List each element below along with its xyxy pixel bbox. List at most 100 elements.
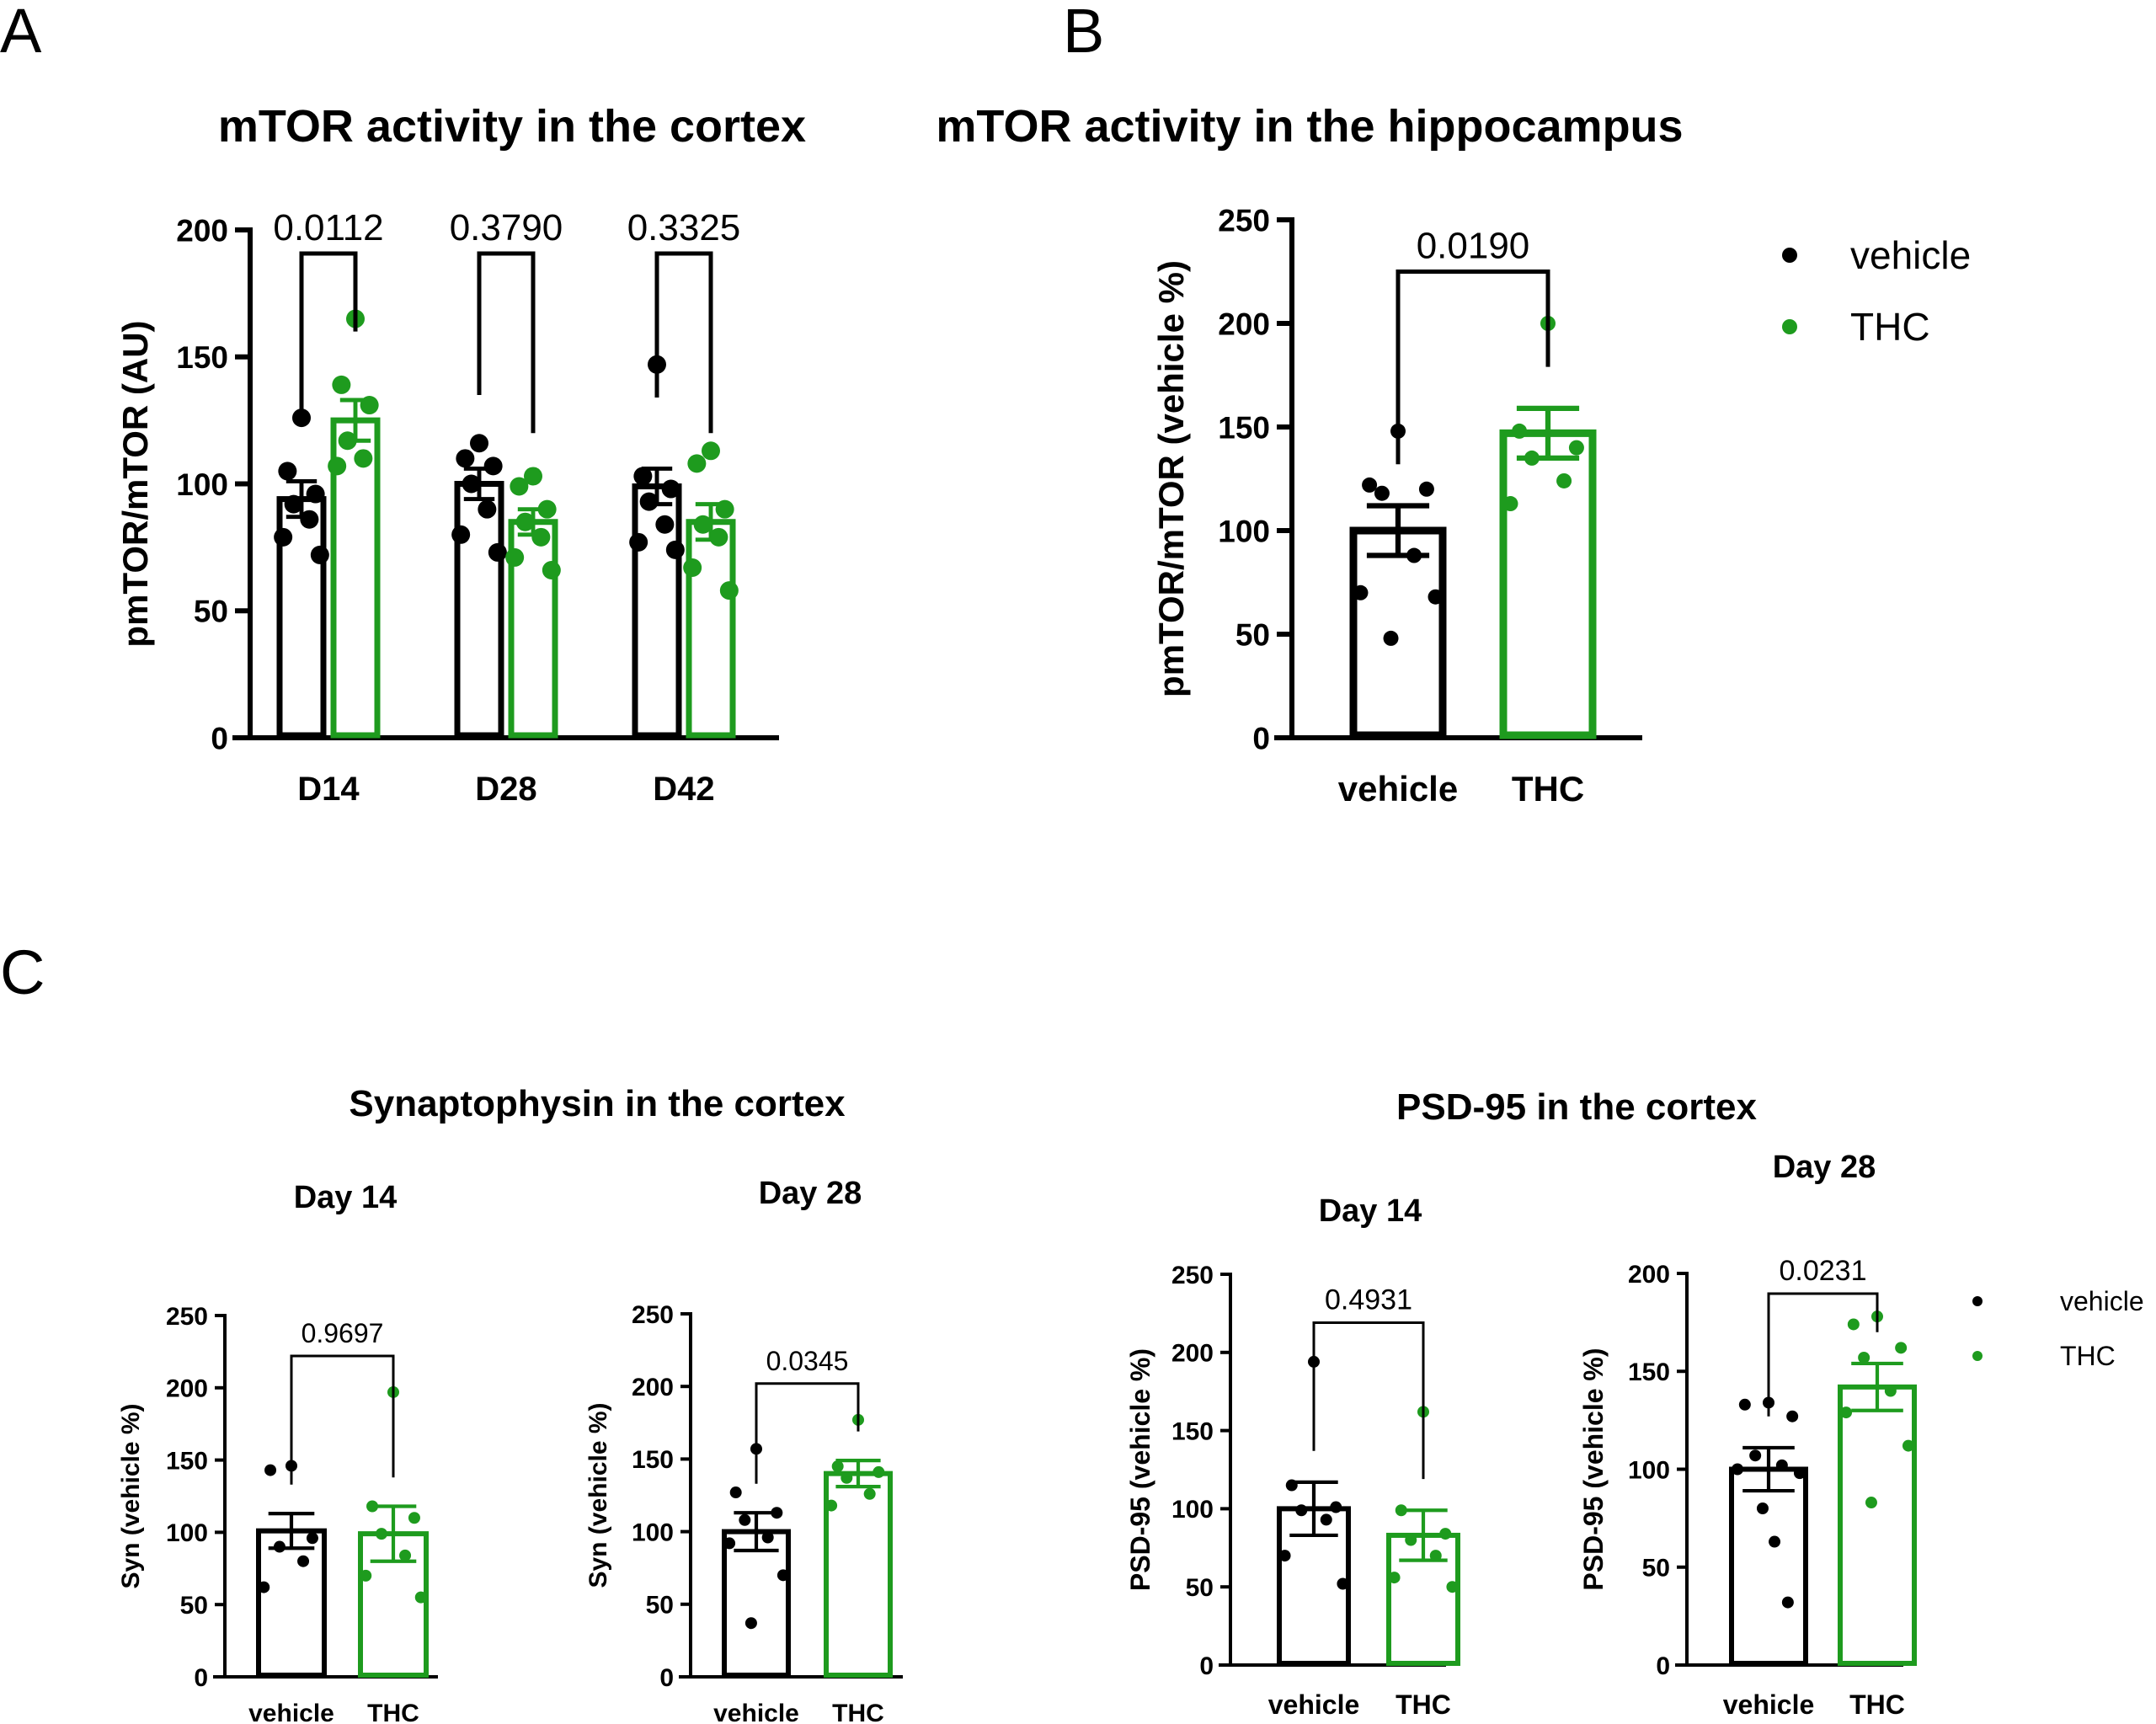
data-point (1502, 496, 1518, 512)
y-tick-label: 150 (632, 1446, 674, 1474)
data-point (1285, 1479, 1298, 1492)
data-point (1278, 1550, 1291, 1562)
data-point (1756, 1502, 1769, 1514)
data-point (1902, 1439, 1914, 1452)
data-point (1406, 547, 1422, 563)
data-point (1337, 1577, 1349, 1590)
data-point (1405, 1534, 1417, 1546)
significance-bracket (1767, 1292, 1879, 1417)
y-axis-label: Syn (vehicle %) (584, 1402, 612, 1588)
y-tick-label: 100 (1171, 1496, 1214, 1524)
y-tick-label: 100 (1628, 1456, 1670, 1484)
data-point (665, 540, 685, 559)
y-tick-label: 150 (176, 340, 228, 375)
bar (1838, 1384, 1917, 1666)
data-point (470, 434, 488, 453)
data-point (542, 561, 561, 580)
y-tick-label: 200 (1218, 307, 1270, 341)
data-point (744, 1617, 757, 1630)
y-tick-label: 50 (1642, 1555, 1670, 1583)
p-value-label: 0.0231 (1780, 1255, 1867, 1287)
x-tick-label: vehicle (1268, 1689, 1360, 1720)
data-point (332, 375, 351, 394)
y-tick-label: 50 (180, 1592, 208, 1620)
data-point (524, 467, 542, 486)
data-point (338, 431, 357, 451)
data-point (1847, 1318, 1860, 1331)
data-point (515, 512, 535, 531)
data-point (1524, 450, 1540, 466)
y-tick-label: 150 (166, 1447, 208, 1475)
y-axis-label: PSD-95 (vehicle %) (1578, 1348, 1609, 1590)
data-point (414, 1591, 427, 1604)
bar (1499, 429, 1597, 739)
data-point (1362, 477, 1378, 493)
bar (454, 481, 504, 739)
data-point (408, 1512, 420, 1524)
panel-label-c: C (0, 937, 45, 1007)
data-point (488, 542, 507, 562)
data-point (655, 515, 675, 534)
y-tick-label: 150 (1171, 1417, 1214, 1445)
data-point (715, 499, 734, 519)
y-tick-label: 250 (166, 1303, 208, 1331)
y-tick-label: 0 (1656, 1652, 1670, 1680)
data-point (729, 1486, 742, 1499)
data-point (841, 1471, 853, 1484)
x-tick-label: THC (832, 1700, 884, 1724)
data-point (633, 467, 653, 486)
significance-bracket (1396, 270, 1550, 465)
data-point (375, 1528, 387, 1540)
chart-title: Day 14 (1319, 1193, 1422, 1229)
panel-label-a: A (0, 0, 42, 66)
data-point (366, 1500, 379, 1513)
data-point (1793, 1467, 1806, 1480)
charts-layer: mTOR activity in the cortex 0 50 100 150 200 p… (115, 101, 2144, 1724)
y-tick-label: 150 (1218, 410, 1270, 445)
y-tick-label: 0 (659, 1664, 674, 1692)
y-tick-label: 200 (166, 1375, 208, 1403)
chart-a: mTOR activity in the cortex 0 50 100 150 200 p… (115, 101, 806, 808)
data-point (1781, 1596, 1794, 1609)
data-point (537, 499, 557, 519)
x-tick-label: vehicle (248, 1700, 334, 1724)
data-point (310, 545, 329, 564)
y-axis-label: pmTOR/mTOR (vehicle %) (1151, 260, 1191, 697)
p-value-label: 0.9697 (302, 1318, 384, 1348)
significance-bracket (1312, 1321, 1425, 1480)
data-point (1428, 589, 1444, 605)
p-value-label: 0.0345 (766, 1346, 849, 1376)
data-point (1330, 1501, 1342, 1513)
y-axis-label: Syn (vehicle %) (117, 1403, 145, 1588)
data-point (1738, 1398, 1751, 1411)
legend-marker (1972, 1351, 1983, 1361)
chart-title: mTOR activity in the cortex (218, 101, 806, 152)
data-point (328, 456, 347, 476)
data-point (1446, 1581, 1459, 1593)
x-tick-label: vehicle (1338, 769, 1458, 809)
chart-title: Day 14 (294, 1180, 398, 1215)
legend-marker (1782, 248, 1797, 263)
data-point (1769, 1535, 1781, 1548)
data-point (761, 1531, 774, 1544)
p-value-label: 0.4931 (1325, 1284, 1412, 1316)
significance-bracket (654, 251, 713, 434)
legend-label: vehicle (2060, 1286, 2144, 1316)
data-point (273, 1540, 286, 1553)
data-point (300, 510, 319, 529)
y-tick-label: 150 (1628, 1358, 1670, 1386)
data-point (505, 547, 525, 567)
data-point (687, 454, 707, 473)
section-title-psd95: PSD-95 in the cortex (1396, 1086, 1757, 1128)
data-point (1418, 481, 1434, 497)
section-title-synaptophysin: Synaptophysin in the cortex (349, 1083, 846, 1124)
data-point (709, 527, 728, 547)
p-value-label: 0.0190 (1417, 226, 1530, 267)
data-point (399, 1549, 412, 1561)
legend-label: THC (2060, 1341, 2116, 1371)
data-point (1439, 1528, 1452, 1540)
chart-title: mTOR activity in the hippocampus (936, 101, 1683, 152)
y-tick-label: 50 (646, 1592, 674, 1620)
data-point (1840, 1406, 1853, 1419)
